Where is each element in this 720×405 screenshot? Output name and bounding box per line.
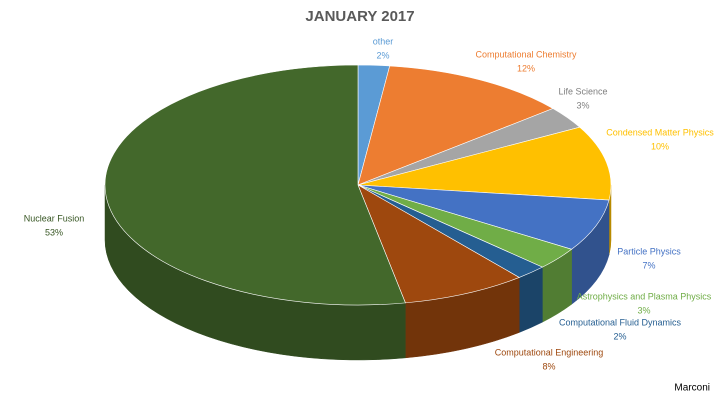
slice-value-label: 3% xyxy=(576,100,589,110)
slice xyxy=(357,65,554,186)
slice-side xyxy=(519,266,543,333)
slice-label: Computational Fluid Dynamics xyxy=(559,317,682,327)
slice-label: Particle Physics xyxy=(617,246,681,256)
slice-label: Life Science xyxy=(558,86,607,96)
slice-value-label: 12% xyxy=(517,63,535,73)
slice-label: Nuclear Fusion xyxy=(24,213,85,223)
chart-title: JANUARY 2017 xyxy=(305,8,414,25)
slice-label: Computational Chemistry xyxy=(475,49,577,59)
slice xyxy=(357,184,610,250)
slice-value-label: 2% xyxy=(613,331,626,341)
slice xyxy=(357,184,520,304)
slice-value-label: 8% xyxy=(542,361,555,371)
slice-label: Astrophysics and Plasma Physics xyxy=(577,291,712,301)
slice xyxy=(357,126,612,201)
slice-value-label: 10% xyxy=(651,141,669,151)
slice-label: Condensed Matter Physics xyxy=(606,127,714,137)
slice-label: Computational Engineering xyxy=(495,347,604,357)
annotation: Marconi xyxy=(674,383,710,394)
slice-value-label: 7% xyxy=(642,260,655,270)
slice-value-label: 53% xyxy=(45,227,63,237)
slice-label: other xyxy=(373,36,394,46)
slice-value-label: 3% xyxy=(637,305,650,315)
slice-value-label: 2% xyxy=(376,50,389,60)
slice xyxy=(104,64,406,306)
